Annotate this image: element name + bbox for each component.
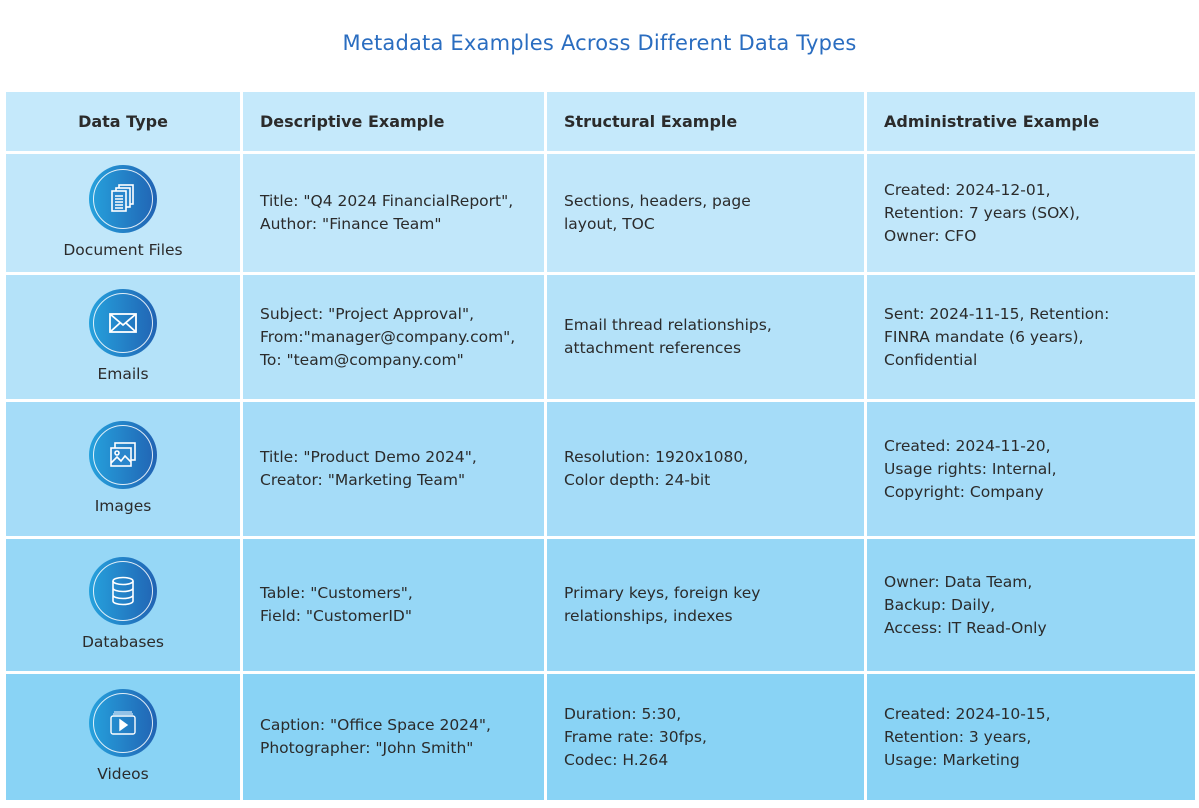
row-4-structural: Primary keys, foreign key relationships, … [547,539,864,671]
header-data-type: Data Type [6,92,240,151]
cell-line: Frame rate: 30fps, [564,727,707,746]
header-descriptive: Descriptive Example [243,92,544,151]
database-icon [89,556,157,625]
row-5-data-type: Videos [6,674,240,800]
cell-line: Retention: 3 years, [884,727,1032,746]
row-4-data-type: Databases [6,539,240,671]
header-structural: Structural Example [547,92,864,151]
row-2-administrative: Sent: 2024-11-15, Retention: FINRA mandat… [867,275,1195,399]
row-4-administrative: Owner: Data Team, Backup: Daily, Access: I… [867,539,1195,671]
data-type-label: Databases [81,632,165,651]
cell-line: layout, TOC [564,215,655,233]
cell-line: Owner: CFO [884,226,977,245]
cell-line: Author: "Finance Team" [260,215,442,233]
cell-line: Sent: 2024-11-15, Retention: [884,304,1110,323]
cell-line: attachment references [564,339,742,357]
row-4-descriptive: Table: "Customers", Field: "CustomerID" [243,539,544,671]
cell-line: Backup: Daily, [884,595,996,614]
row-3-administrative: Created: 2024-11-20, Usage rights: Intern… [867,402,1195,536]
cell-line: Field: "CustomerID" [260,607,412,625]
data-type-label: Emails [97,364,149,383]
cell-line: Photographer: "John Smith" [260,739,474,757]
cell-line: FINRA mandate (6 years), [884,327,1084,346]
cell-line: Owner: Data Team, [884,572,1033,591]
cell-line: Confidential [884,350,978,369]
cell-line: Resolution: 1920x1080, [564,448,749,466]
row-1-structural: Sections, headers, page layout, TOC [547,154,864,272]
data-type-label: Videos [97,764,149,783]
cell-line: Retention: 7 years (SOX), [884,203,1080,222]
row-2-data-type: Emails [6,275,240,399]
cell-line: Table: "Customers", [260,584,413,602]
video-play-icon [89,688,157,757]
cell-line: Title: "Q4 2024 FinancialReport", [260,192,514,210]
row-2-descriptive: Subject: "Project Approval", From:"manage… [243,275,544,399]
cell-line: Title: "Product Demo 2024", [260,448,477,466]
cell-line: Created: 2024-12-01, [884,180,1051,199]
cell-line: Codec: H.264 [564,750,669,769]
row-5-administrative: Created: 2024-10-15, Retention: 3 years, U… [867,674,1195,800]
cell-line: Usage rights: Internal, [884,459,1057,478]
document-files-icon [89,164,157,233]
row-3-data-type: Images [6,402,240,536]
cell-line: Created: 2024-11-20, [884,436,1051,455]
row-3-structural: Resolution: 1920x1080, Color depth: 24-bi… [547,402,864,536]
cell-line: Duration: 5:30, [564,704,682,723]
cell-line: Copyright: Company [884,482,1044,501]
row-3-descriptive: Title: "Product Demo 2024", Creator: "Mar… [243,402,544,536]
data-type-label: Images [94,496,152,515]
row-5-descriptive: Caption: "Office Space 2024", Photographe… [243,674,544,800]
page-title: Metadata Examples Across Different Data … [342,31,857,55]
row-5-structural: Duration: 5:30, Frame rate: 30fps, Codec: … [547,674,864,800]
header-administrative: Administrative Example [867,92,1195,151]
image-gallery-icon [89,420,157,489]
envelope-icon [89,288,157,357]
row-1-data-type: Document Files [6,154,240,272]
cell-line: Created: 2024-10-15, [884,704,1051,723]
cell-line: Access: IT Read-Only [884,618,1047,637]
cell-line: Usage: Marketing [884,750,1020,769]
cell-line: Email thread relationships, [564,316,772,334]
data-type-label: Document Files [63,240,183,259]
cell-line: relationships, indexes [564,607,733,625]
cell-line: Sections, headers, page [564,192,751,210]
cell-line: Primary keys, foreign key [564,584,761,602]
row-1-administrative: Created: 2024-12-01, Retention: 7 years (… [867,154,1195,272]
metadata-table: Data Type Descriptive Example Structural… [6,92,1195,800]
cell-line: Subject: "Project Approval", [260,304,475,323]
cell-line: To: "team@company.com" [260,350,464,369]
cell-line: From:"manager@company.com", [260,327,516,346]
cell-line: Creator: "Marketing Team" [260,471,466,489]
cell-line: Color depth: 24-bit [564,471,711,489]
row-2-structural: Email thread relationships, attachment re… [547,275,864,399]
row-1-descriptive: Title: "Q4 2024 FinancialReport", Author:… [243,154,544,272]
cell-line: Caption: "Office Space 2024", [260,716,491,734]
